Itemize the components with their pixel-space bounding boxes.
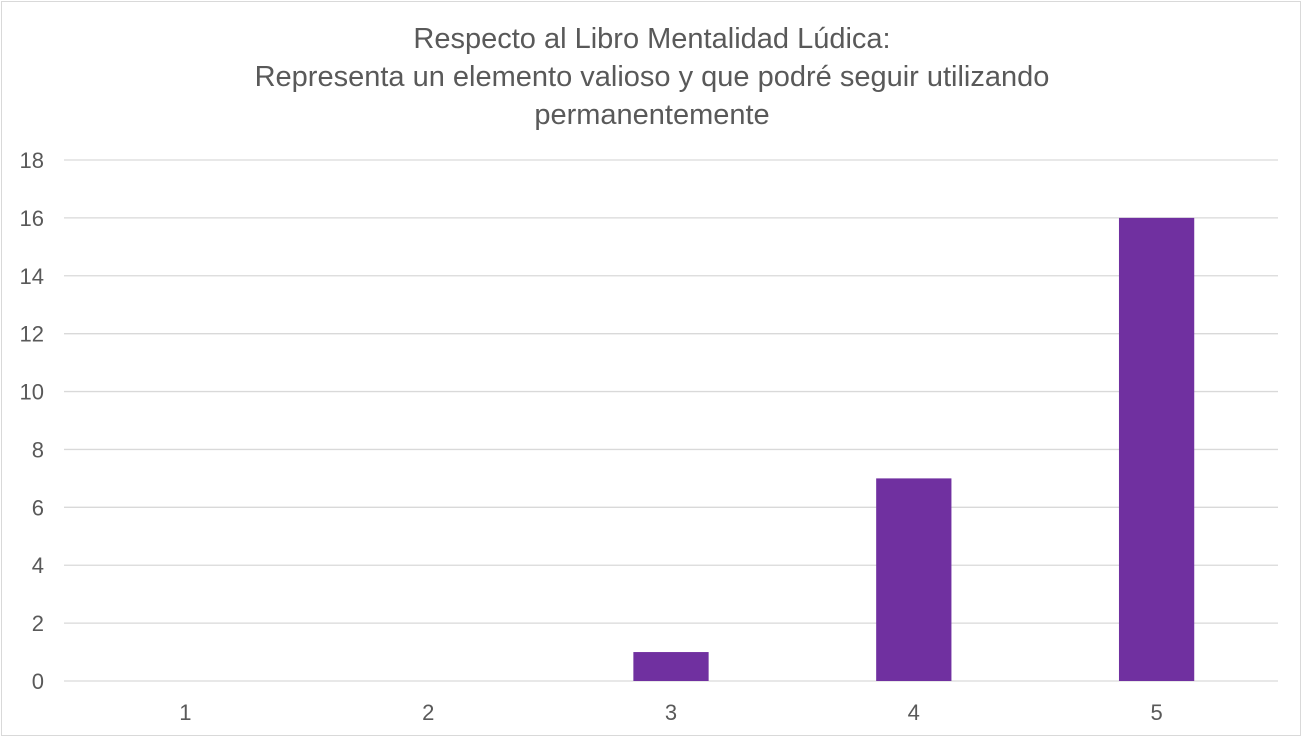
x-tick-label: 2 (422, 700, 434, 725)
gridlines (64, 159, 1278, 682)
chart-title-line-3: permanentemente (534, 99, 770, 131)
x-tick-label: 3 (665, 700, 677, 725)
x-tick-label: 5 (1150, 700, 1162, 725)
y-tick-label: 12 (20, 322, 44, 347)
y-tick-label: 10 (20, 380, 44, 405)
y-tick-label: 4 (32, 553, 44, 578)
chart-title-line-1: Respecto al Libro Mentalidad Lúdica: (413, 23, 891, 55)
y-tick-label: 14 (20, 264, 44, 289)
bar (633, 652, 709, 681)
bar (876, 478, 952, 681)
y-tick-label: 18 (20, 148, 44, 173)
x-tick-label: 4 (908, 700, 920, 725)
bar (1118, 217, 1195, 681)
bars (633, 217, 1195, 681)
chart-title: Respecto al Libro Mentalidad Lúdica: Rep… (0, 20, 1304, 134)
chart-title-line-2: Representa un elemento valioso y que pod… (254, 61, 1050, 93)
y-tick-label: 16 (20, 206, 44, 231)
y-tick-label: 6 (32, 495, 44, 520)
x-axis-ticks: 1 2 3 4 5 (179, 700, 1162, 725)
y-tick-label: 0 (32, 669, 44, 694)
y-axis-ticks: 0 2 4 6 8 10 12 14 16 18 (20, 148, 44, 694)
y-tick-label: 2 (32, 611, 44, 636)
y-tick-label: 8 (32, 437, 44, 462)
x-tick-label: 1 (179, 700, 191, 725)
